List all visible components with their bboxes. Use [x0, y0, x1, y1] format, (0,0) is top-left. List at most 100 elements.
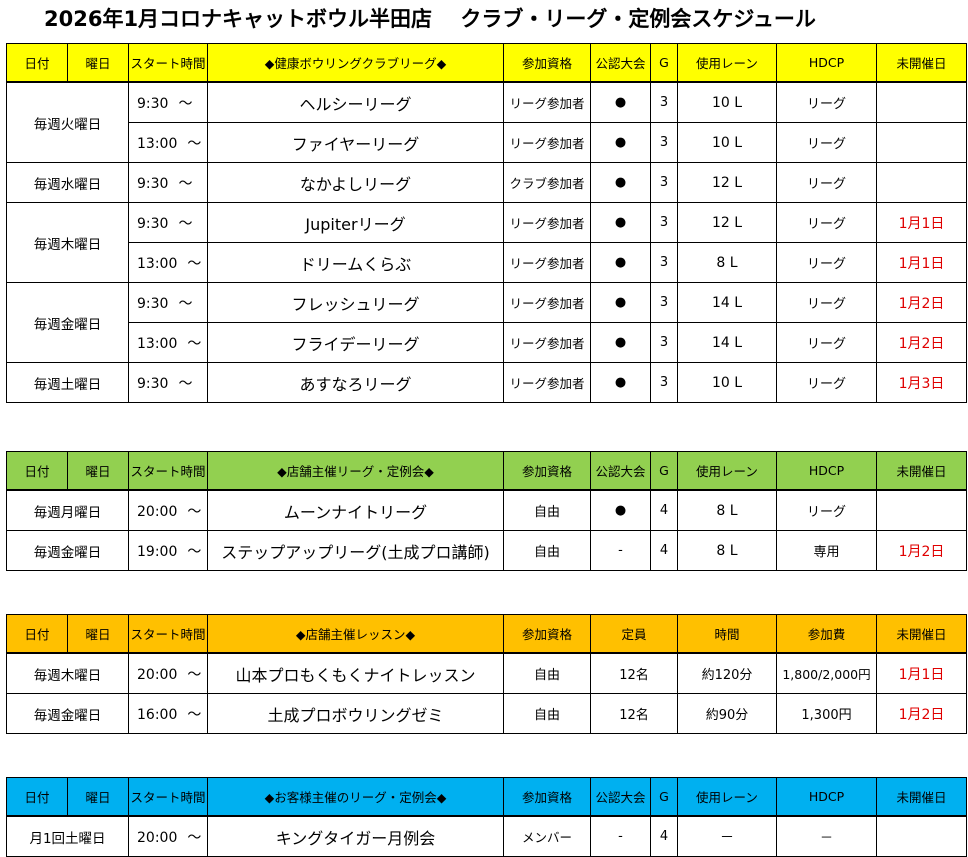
unopened-cell: 1月3日 [876, 362, 967, 403]
league-name-cell: キングタイガー月例会 [207, 815, 504, 857]
table-row: 毎週火曜日 9:30 ～ ヘルシーリーグ リーグ参加者 ● 3 10 L リーグ [6, 81, 967, 163]
lanes-cell: 14 L [677, 282, 777, 323]
table-row: 月1回土曜日 20:00 ～ キングタイガー月例会 メンバー - 4 － － [6, 815, 967, 857]
header-hdcp: HDCP [776, 451, 877, 491]
hdcp-cell: リーグ [776, 122, 877, 163]
header-lanes: 使用レーン [677, 451, 777, 491]
header-qualification: 参加資格 [503, 777, 591, 817]
weekday-cell: 毎週水曜日 [6, 162, 129, 203]
table-row: 毎週金曜日 16:00 ～ 土成プロボウリングゼミ 自由 12名 約90分 1,3… [6, 693, 967, 734]
start-time-cell: 20:00 ～ [128, 652, 208, 694]
start-time-cell: 9:30 ～ [128, 81, 208, 123]
unopened-cell: 1月2日 [876, 530, 967, 571]
header-weekday: 曜日 [67, 614, 129, 654]
header-start-time: スタート時間 [128, 777, 208, 817]
hdcp-cell: リーグ [776, 202, 877, 243]
qualification-cell: 自由 [503, 530, 591, 571]
games-cell: 3 [650, 282, 678, 323]
table-row: 毎週金曜日 19:00 ～ ステップアップリーグ(土成プロ講師) 自由 - 4 8… [6, 530, 967, 571]
official-cell: ● [590, 122, 651, 163]
lanes-cell: 12 L [677, 162, 777, 203]
header-fee: 参加費 [776, 614, 877, 654]
header-official: 公認大会 [590, 451, 651, 491]
header-hdcp: HDCP [776, 777, 877, 817]
capacity-cell: 12名 [590, 693, 678, 734]
header-section-title: ◆お客様主催のリーグ・定例会◆ [207, 777, 504, 817]
weekday-cell: 毎週木曜日 [6, 652, 129, 694]
unopened-cell: 1月2日 [876, 322, 967, 363]
league-name-cell: ステップアップリーグ(土成プロ講師) [207, 530, 504, 571]
official-cell: ● [590, 322, 651, 363]
start-time-cell: 13:00 ～ [128, 242, 208, 283]
table-row: 毎週木曜日 9:30 ～ Jupiterリーグ リーグ参加者 ● 3 12 L リ… [6, 202, 967, 283]
games-cell: 3 [650, 242, 678, 283]
lanes-cell: 10 L [677, 81, 777, 123]
league-name-cell: ムーンナイトリーグ [207, 489, 504, 531]
header-qualification: 参加資格 [503, 451, 591, 491]
league-name-cell: ヘルシーリーグ [207, 81, 504, 123]
unopened-cell [876, 489, 967, 531]
table-row: 13:00 ～ フライデーリーグ リーグ参加者 ● 3 14 L リーグ 1月2日 [7, 322, 967, 363]
league-name-cell: フライデーリーグ [207, 322, 504, 363]
lesson-header-row: 日付 曜日 スタート時間 ◆店舗主催レッスン◆ 参加資格 定員 時間 参加費 未… [6, 614, 967, 654]
lesson-table: 日付 曜日 スタート時間 ◆店舗主催レッスン◆ 参加資格 定員 時間 参加費 未… [6, 614, 967, 734]
header-hdcp: HDCP [776, 43, 877, 83]
header-section-title: ◆健康ボウリングクラブリーグ◆ [207, 43, 504, 83]
header-games: G [650, 451, 678, 491]
qualification-cell: クラブ参加者 [503, 162, 591, 203]
games-cell: 4 [650, 489, 678, 531]
official-cell: ● [590, 202, 651, 243]
hdcp-cell: リーグ [776, 162, 877, 203]
header-unopened: 未開催日 [876, 777, 967, 817]
lesson-name-cell: 山本プロもくもくナイトレッスン [207, 652, 504, 694]
weekday-cell: 毎週木曜日 [6, 202, 129, 283]
header-qualification: 参加資格 [503, 43, 591, 83]
official-cell: ● [590, 362, 651, 403]
hdcp-cell: － [776, 815, 877, 857]
header-weekday: 曜日 [67, 43, 129, 83]
header-capacity: 定員 [590, 614, 678, 654]
unopened-cell: 1月2日 [876, 282, 967, 323]
weekday-cell: 毎週土曜日 [6, 362, 129, 403]
weekday-cell: 毎週金曜日 [6, 282, 129, 363]
header-date: 日付 [6, 451, 68, 491]
lanes-cell: 14 L [677, 322, 777, 363]
header-unopened: 未開催日 [876, 614, 967, 654]
qualification-cell: リーグ参加者 [503, 242, 591, 283]
unopened-cell: 1月1日 [876, 652, 967, 694]
header-section-title: ◆店舗主催リーグ・定例会◆ [207, 451, 504, 491]
hdcp-cell: リーグ [776, 322, 877, 363]
start-time-cell: 9:30 ～ [128, 362, 208, 403]
official-cell: ● [590, 489, 651, 531]
games-cell: 3 [650, 162, 678, 203]
official-cell: ● [590, 242, 651, 283]
qualification-cell: リーグ参加者 [503, 322, 591, 363]
header-unopened: 未開催日 [876, 451, 967, 491]
header-start-time: スタート時間 [128, 43, 208, 83]
league-name-cell: Jupiterリーグ [207, 202, 504, 243]
header-section-title: ◆店舗主催レッスン◆ [207, 614, 504, 654]
table-row: 13:00 ～ ドリームくらぶ リーグ参加者 ● 3 8 L リーグ 1月1日 [7, 242, 967, 283]
weekday-cell: 月1回土曜日 [6, 815, 129, 857]
header-date: 日付 [6, 777, 68, 817]
unopened-cell: 1月1日 [876, 202, 967, 243]
qualification-cell: リーグ参加者 [503, 282, 591, 323]
unopened-cell: 1月2日 [876, 693, 967, 734]
page-title: 2026年1月コロナキャットボウル半田店 クラブ・リーグ・定例会スケジュール [44, 7, 816, 31]
start-time-cell: 19:00 ～ [128, 530, 208, 571]
start-time-cell: 20:00 ～ [128, 489, 208, 531]
lanes-cell: 12 L [677, 202, 777, 243]
qualification-cell: メンバー [503, 815, 591, 857]
league-name-cell: フレッシュリーグ [207, 282, 504, 323]
official-cell: ● [590, 81, 651, 123]
games-cell: 4 [650, 530, 678, 571]
unopened-cell [876, 122, 967, 163]
qualification-cell: 自由 [503, 693, 591, 734]
official-cell: ● [590, 282, 651, 323]
qualification-cell: リーグ参加者 [503, 362, 591, 403]
header-start-time: スタート時間 [128, 614, 208, 654]
games-cell: 3 [650, 202, 678, 243]
hdcp-cell: 専用 [776, 530, 877, 571]
weekday-cell: 毎週火曜日 [6, 81, 129, 163]
hdcp-cell: リーグ [776, 489, 877, 531]
